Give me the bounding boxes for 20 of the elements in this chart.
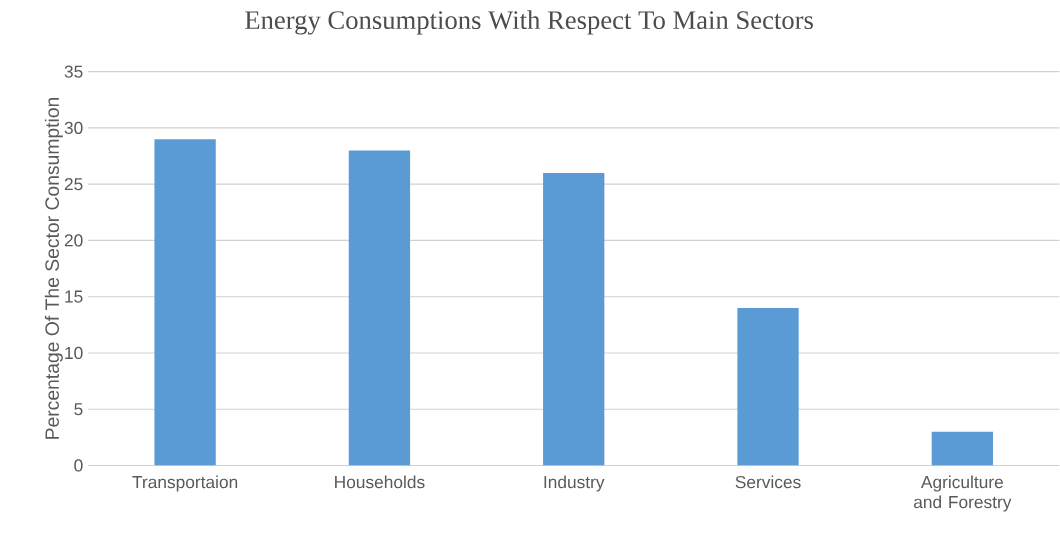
- y-tick-label: 0: [74, 459, 83, 472]
- y-axis-title: Percentage Of The Sector Consumption: [44, 98, 63, 439]
- x-tick-label: Industry: [544, 475, 605, 492]
- y-tick-label: 20: [64, 234, 83, 247]
- y-tick-label: 10: [65, 346, 83, 360]
- y-tick-label: 5: [74, 403, 83, 416]
- bar: [543, 173, 605, 466]
- bar: [348, 150, 411, 466]
- x-tick-label: Transportaion: [132, 475, 238, 492]
- bar: [154, 139, 216, 466]
- y-tick-label: 25: [64, 178, 83, 191]
- chart-title: Energy Consumptions With Respect To Main Sectors: [245, 10, 813, 35]
- x-tick-label: Households: [335, 475, 425, 489]
- y-tick-label: 35: [64, 65, 83, 78]
- y-tick-label: 30: [64, 121, 83, 135]
- x-tick-label: Agriculture and Forestry: [913, 475, 1012, 512]
- bar: [737, 308, 799, 466]
- x-tick-label: Services: [735, 475, 801, 489]
- bar: [931, 431, 993, 466]
- y-tick-label: 15: [65, 290, 83, 303]
